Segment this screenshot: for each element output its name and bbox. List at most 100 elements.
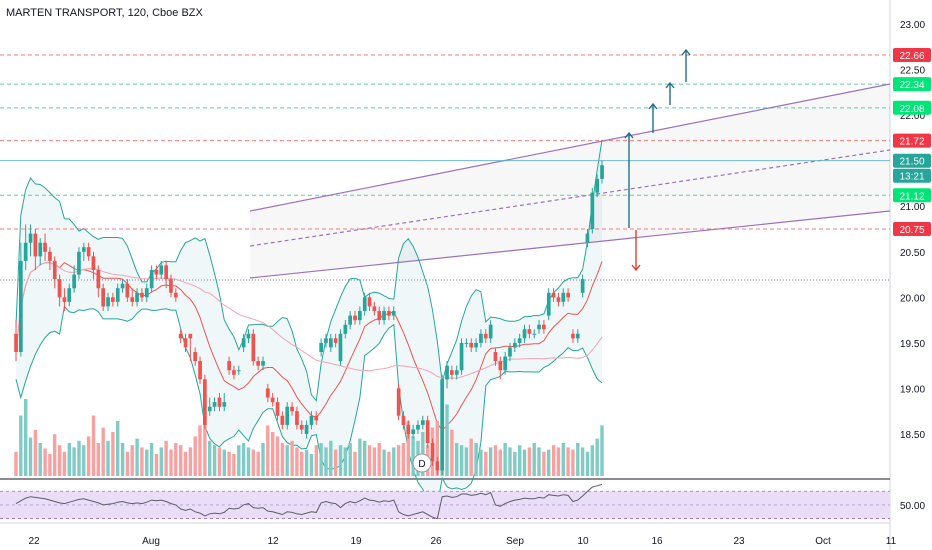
candle-body [236, 370, 241, 372]
candle-body [513, 342, 517, 348]
candle-body [571, 333, 575, 339]
volume-bar [551, 445, 556, 476]
volume-bar [120, 443, 125, 476]
volume-bar [396, 445, 401, 476]
candle-body [144, 288, 149, 298]
price-badge-bg [893, 222, 931, 236]
volume-bar [561, 443, 565, 476]
axes: 18.50 19.00 19.50 20.00 20.50 21.00 21.50 22.00… [28, 20, 925, 547]
candle-body [67, 288, 72, 302]
volume-bar [585, 451, 590, 476]
candle-body [246, 333, 251, 339]
candle-body [299, 424, 304, 430]
candle-body [14, 333, 18, 352]
candle-body [319, 342, 323, 352]
x-tick-label: Sep [506, 536, 524, 547]
band-upper [15, 139, 603, 402]
y-tick-label: 21.00 [900, 202, 925, 213]
candle-body [358, 311, 362, 321]
volume-bar [33, 429, 38, 476]
volume-bar [266, 425, 270, 476]
volume-bar [86, 436, 91, 476]
volume-bar [24, 399, 28, 476]
volume-bar [518, 445, 522, 476]
price-levels [0, 54, 890, 230]
candle-body [377, 311, 382, 321]
volume-bar [435, 421, 439, 476]
candle-body [348, 315, 352, 325]
volume-bar [392, 447, 396, 476]
candle-body [464, 342, 469, 344]
price-badge: 20.75 [893, 222, 931, 236]
volume-bar [62, 451, 67, 476]
candle-body [120, 283, 125, 289]
candle-body [590, 192, 595, 229]
candle-body [164, 265, 168, 280]
candle-body [421, 420, 425, 425]
candle-body [38, 242, 43, 257]
y-tick-label: 22.00 [900, 111, 925, 122]
candle-body [314, 415, 319, 421]
volume-bar [246, 447, 251, 476]
candle-body [580, 279, 585, 293]
target-arrows [624, 48, 691, 272]
candle-body [406, 424, 411, 434]
candle-body [343, 324, 348, 334]
volume-bar [300, 451, 304, 476]
price-badge: 21.12 [893, 188, 931, 203]
volume-bar [343, 447, 347, 476]
volume-bar [217, 447, 222, 476]
band-mid [15, 261, 603, 432]
price-badge-bg [893, 48, 931, 62]
volume-bar [57, 445, 62, 476]
volume-bar [251, 449, 255, 476]
volume-bar [261, 443, 265, 476]
volume-bar [513, 451, 517, 476]
volume-bar [508, 447, 512, 476]
volume-bar [43, 448, 47, 476]
volume-bar [145, 449, 149, 476]
volume-bar [488, 447, 493, 476]
candle-body [546, 292, 551, 316]
candle-body [479, 333, 483, 343]
candle-body [396, 388, 401, 416]
y-tick-label: 19.00 [900, 384, 925, 395]
volume-bar [455, 443, 459, 476]
volume-bar [19, 415, 23, 476]
candle-body [140, 292, 144, 298]
candle-body [125, 283, 130, 298]
candle-body [469, 342, 474, 348]
volume-bar [111, 432, 115, 476]
volume-bar [484, 451, 488, 476]
price-badge-label: 22.08 [899, 104, 924, 115]
volume-bar [275, 436, 280, 476]
event-marker-label: D [418, 459, 425, 470]
volume-bar [493, 445, 498, 476]
price-badge-bg [893, 100, 931, 115]
candle-body [188, 333, 193, 339]
volume-bar [14, 451, 18, 476]
candle-body [57, 279, 62, 298]
candle-body [401, 415, 406, 425]
candle-body [295, 411, 299, 425]
arrow-up-3-head [665, 81, 675, 89]
candle-body [585, 233, 590, 243]
candle-body [178, 333, 183, 339]
volume-bar [198, 425, 202, 476]
volume-bar [367, 445, 372, 476]
candle-body [454, 370, 459, 375]
candle-body [96, 270, 101, 289]
price-badge-label: 21.72 [899, 137, 924, 148]
volume-bar [208, 440, 212, 476]
volume-bar [96, 443, 100, 476]
volume-bar [503, 443, 507, 476]
y-tick-label: 19.50 [900, 339, 925, 350]
price-badge: 21.50 [893, 153, 931, 168]
volume-bar [183, 451, 188, 476]
candle-body [82, 247, 86, 252]
band-lower [15, 305, 603, 507]
x-tick-label: 23 [733, 536, 745, 547]
volume-bar [314, 445, 318, 476]
volume-bar [203, 410, 207, 476]
